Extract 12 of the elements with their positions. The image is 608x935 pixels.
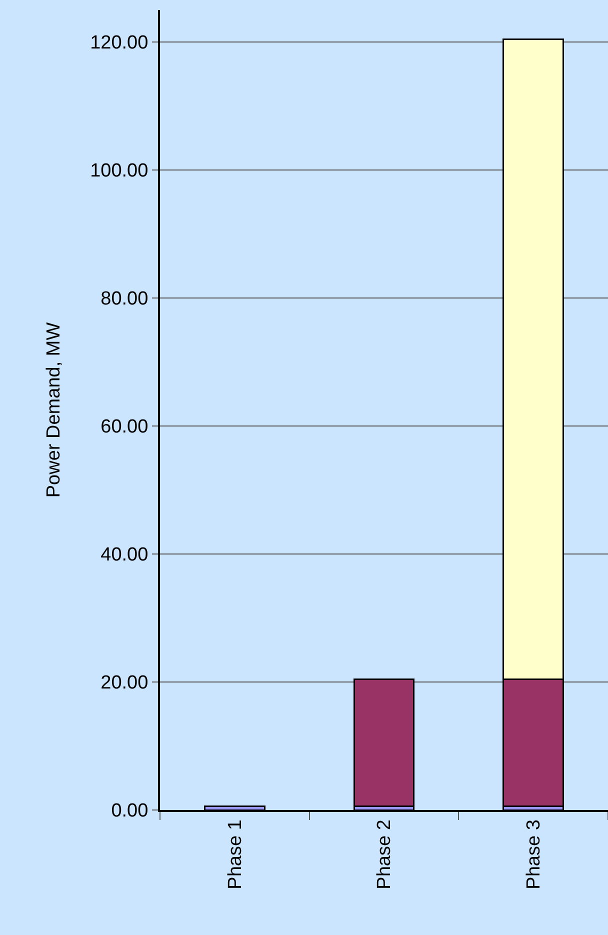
y-axis-title: Power Demand, MW xyxy=(43,322,64,498)
y-tick-label: 60.00 xyxy=(100,416,148,438)
y-tick-label: 0.00 xyxy=(111,800,148,822)
y-tick-label: 20.00 xyxy=(100,672,148,694)
y-tick-label: 80.00 xyxy=(100,288,148,310)
y-tick-label: 40.00 xyxy=(100,544,148,566)
x-tick-label: Phase 2 xyxy=(374,820,396,890)
bar xyxy=(353,678,415,807)
x-tick-label: Phase 1 xyxy=(224,820,246,890)
y-tick-label: 120.00 xyxy=(90,32,148,54)
y-tick-label: 100.00 xyxy=(90,160,148,182)
x-tick-label: Phase 3 xyxy=(524,820,545,890)
